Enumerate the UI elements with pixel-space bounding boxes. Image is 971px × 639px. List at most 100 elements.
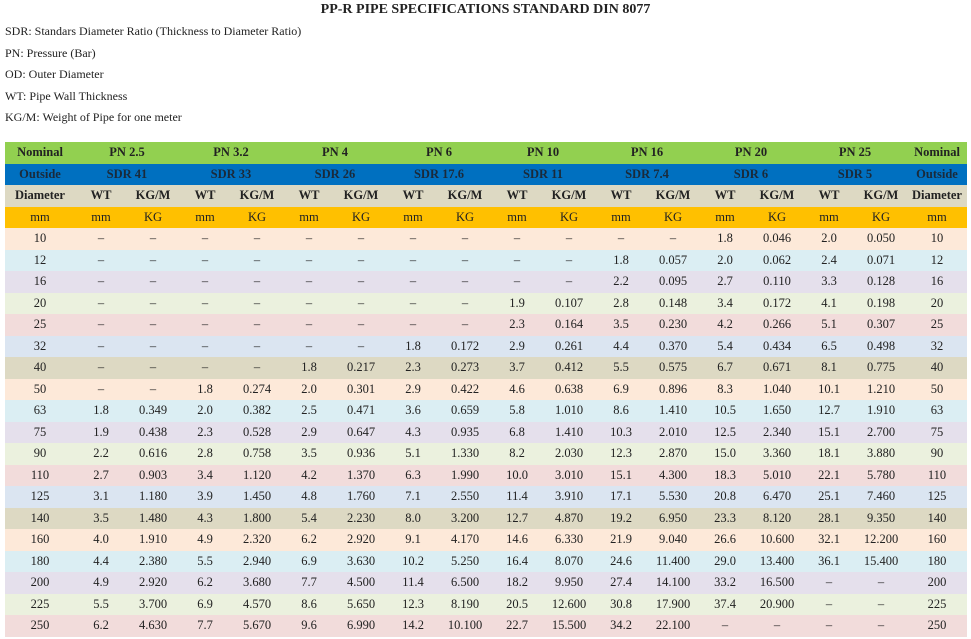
wt-cell: – bbox=[825, 575, 833, 590]
note-pn: PN: Pressure (Bar) bbox=[5, 45, 96, 60]
wt-cell: 21.9 bbox=[610, 532, 632, 547]
wt-cell: – bbox=[825, 596, 833, 611]
diameter-cell: 140 bbox=[30, 510, 50, 525]
diameter-cell: 200 bbox=[927, 575, 947, 590]
kgm-cell: 15.500 bbox=[551, 618, 587, 633]
kgm-cell: – bbox=[357, 295, 365, 310]
table-row: 63 1.8 0.349 2.0 0.382 2.5 0.471 3.6 0.659 5.8 1.0… bbox=[5, 400, 967, 422]
sdr-header: SDR 26 bbox=[283, 163, 387, 185]
pn-header: PN 16 bbox=[595, 142, 699, 164]
kgm-cell: 6.330 bbox=[554, 532, 584, 547]
subheader-kg: KG/M bbox=[439, 185, 491, 207]
wt-cell: – bbox=[513, 274, 521, 289]
table-row: 180 4.4 2.380 5.5 2.940 6.9 3.630 10.2 5.250 16.4… bbox=[5, 550, 967, 572]
kgm-cell: 2.920 bbox=[346, 532, 376, 547]
wt-cell: 4.9 bbox=[197, 532, 213, 547]
kgm-cell: 0.095 bbox=[658, 274, 688, 289]
subheader-wt: mm bbox=[283, 206, 335, 228]
wt-cell: 29.0 bbox=[714, 553, 736, 568]
subheader-kg: KG/M bbox=[127, 185, 179, 207]
kgm-cell: 0.935 bbox=[450, 424, 480, 439]
kgm-cell: 0.896 bbox=[658, 381, 688, 396]
wt-cell: 7.7 bbox=[301, 575, 317, 590]
diameter-cell: 75 bbox=[930, 424, 944, 439]
diameter-cell: 20 bbox=[930, 295, 944, 310]
diameter-cell: 40 bbox=[930, 360, 944, 375]
wt-cell: 2.5 bbox=[301, 403, 317, 418]
wt-cell: – bbox=[97, 274, 105, 289]
kgm-cell: 12.200 bbox=[863, 532, 899, 547]
diameter-cell: 25 bbox=[33, 317, 47, 332]
diameter-cell: 250 bbox=[30, 618, 50, 633]
subheader-wt: WT bbox=[803, 185, 855, 207]
kgm-cell: 0.128 bbox=[866, 274, 896, 289]
table-row: 25 – – – – – – – – 2.3 0.164 3.5 0.230 4.2 0.266 5.1 0.3… bbox=[5, 314, 967, 336]
kgm-cell: 2.010 bbox=[658, 424, 688, 439]
wt-cell: 2.3 bbox=[405, 360, 421, 375]
kgm-cell: 0.638 bbox=[554, 381, 584, 396]
wt-cell: – bbox=[201, 295, 209, 310]
kgm-cell: 2.940 bbox=[242, 553, 272, 568]
kgm-cell: 0.616 bbox=[138, 446, 168, 461]
kgm-cell: – bbox=[253, 295, 261, 310]
table-row: 32 – – – – – – 1.8 0.172 2.9 0.261 4.4 0.370 5.4 0.434… bbox=[5, 335, 967, 357]
kgm-cell: 0.528 bbox=[242, 424, 272, 439]
diameter-cell: 200 bbox=[30, 575, 50, 590]
kgm-cell: 0.936 bbox=[346, 446, 376, 461]
wt-cell: 3.4 bbox=[717, 295, 733, 310]
kgm-cell: 4.500 bbox=[346, 575, 376, 590]
table-row: 140 3.5 1.480 4.3 1.800 5.4 2.230 8.0 3.200 12.7 4… bbox=[5, 507, 967, 529]
kgm-cell: 0.349 bbox=[138, 403, 168, 418]
wt-cell: 18.1 bbox=[818, 446, 840, 461]
wt-cell: – bbox=[201, 231, 209, 246]
page-title: PP-R PIPE SPECIFICATIONS STANDARD DIN 80… bbox=[320, 2, 651, 17]
wt-cell: 2.0 bbox=[197, 403, 213, 418]
pn-header: PN 3.2 bbox=[179, 142, 283, 164]
wt-cell: 8.6 bbox=[301, 596, 317, 611]
kgm-cell: 9.350 bbox=[866, 510, 896, 525]
diameter-cell: 12 bbox=[930, 252, 944, 267]
kgm-cell: 2.230 bbox=[346, 510, 376, 525]
wt-cell: 4.3 bbox=[197, 510, 213, 525]
kgm-cell: 5.530 bbox=[658, 489, 688, 504]
kgm-cell: 0.172 bbox=[450, 338, 480, 353]
table-row: 75 1.9 0.438 2.3 0.528 2.9 0.647 4.3 0.935 6.8 1.4… bbox=[5, 421, 967, 443]
wt-cell: – bbox=[617, 231, 625, 246]
kgm-cell: 2.320 bbox=[242, 532, 272, 547]
kgm-cell: 1.410 bbox=[554, 424, 584, 439]
kgm-cell: 0.217 bbox=[346, 360, 376, 375]
subheader-wt: WT bbox=[75, 185, 127, 207]
wt-cell: 8.1 bbox=[821, 360, 837, 375]
kgm-cell: 0.903 bbox=[138, 467, 168, 482]
table-row: 10 – – – – – – – – – – – – 1.8 0.046 2.0 0.050 10 bbox=[5, 228, 967, 250]
kgm-cell: 10.100 bbox=[447, 618, 483, 633]
pn-header: PN 20 bbox=[699, 142, 803, 164]
pn-header: PN 6 bbox=[387, 142, 491, 164]
kgm-cell: 0.422 bbox=[450, 381, 480, 396]
wt-cell: 12.7 bbox=[818, 403, 840, 418]
subheader-wt: mm bbox=[179, 206, 231, 228]
wt-cell: 9.1 bbox=[405, 532, 421, 547]
wt-cell: 2.7 bbox=[93, 467, 109, 482]
diameter-cell: 10 bbox=[33, 231, 47, 246]
subheader-kg: KG bbox=[751, 206, 803, 228]
kgm-cell: 1.800 bbox=[242, 510, 272, 525]
kgm-cell: – bbox=[461, 317, 469, 332]
kgm-cell: – bbox=[149, 360, 157, 375]
table-row: 110 2.7 0.903 3.4 1.120 4.2 1.370 6.3 1.990 10.0 3… bbox=[5, 464, 967, 486]
sdr-header: SDR 33 bbox=[179, 163, 283, 185]
diameter-cell: 50 bbox=[930, 381, 944, 396]
wt-cell: 6.8 bbox=[509, 424, 525, 439]
wt-cell: 6.2 bbox=[93, 618, 109, 633]
wt-cell: – bbox=[97, 295, 105, 310]
kgm-cell: 8.070 bbox=[554, 553, 584, 568]
subheader-kg: KG/M bbox=[335, 185, 387, 207]
table-row: 225 5.5 3.700 6.9 4.570 8.6 5.650 12.3 8.190 20.5… bbox=[5, 593, 967, 615]
note-od: OD: Outer Diameter bbox=[5, 67, 104, 82]
wt-cell: 22.1 bbox=[818, 467, 840, 482]
table-row: 16 – – – – – – – – – – 2.2 0.095 2.7 0.110 3.3 0.128 16 bbox=[5, 271, 967, 293]
kgm-cell: – bbox=[357, 252, 365, 267]
diameter-cell: 12 bbox=[33, 252, 47, 267]
kgm-cell: 0.671 bbox=[762, 360, 792, 375]
wt-cell: 4.1 bbox=[821, 295, 837, 310]
